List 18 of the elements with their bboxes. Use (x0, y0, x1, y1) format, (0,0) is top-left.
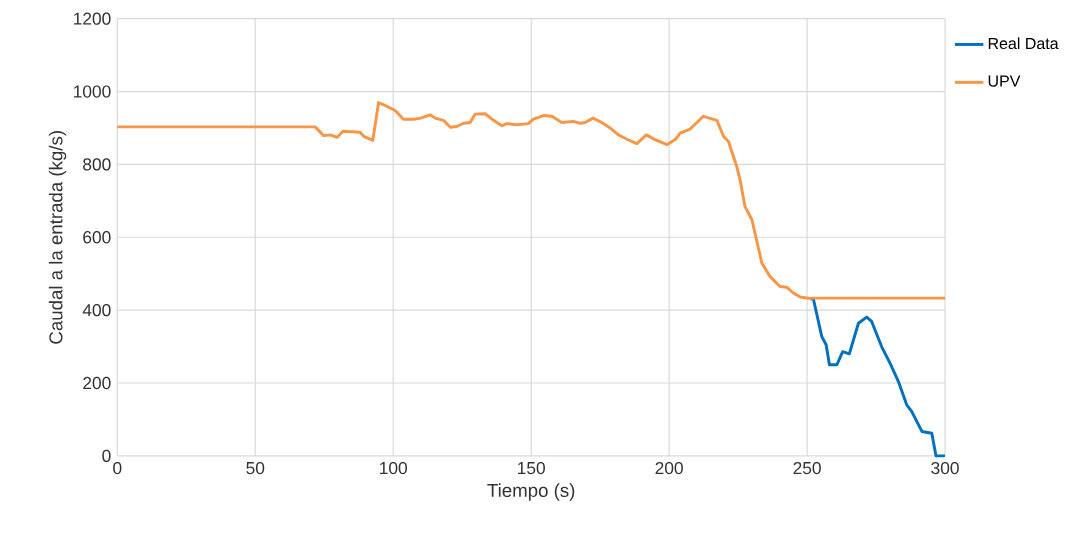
x-tick-label: 150 (518, 461, 545, 474)
legend-label: UPV (988, 75, 1021, 87)
x-tick-label: 50 (246, 461, 265, 474)
y-tick-label: 200 (83, 376, 111, 389)
y-tick-label: 400 (82, 303, 111, 317)
x-tick-label: 0 (113, 461, 122, 474)
x-tick-label: 200 (655, 461, 683, 474)
y-axis-title: Caudal a la entrada (kg/s) (48, 130, 67, 344)
y-tick-label: 600 (83, 230, 111, 244)
x-tick-label: 300 (931, 461, 959, 474)
y-tick-label: 800 (83, 158, 111, 171)
y-tick-label: 1000 (74, 85, 111, 98)
x-axis-title: Tiempo (s) (487, 483, 575, 501)
x-tick-label: 250 (793, 461, 821, 474)
legend-label: Real Data (988, 37, 1059, 49)
x-tick-label: 100 (380, 461, 407, 474)
y-tick-label: 0 (102, 449, 111, 462)
y-tick-label: 1200 (74, 12, 111, 25)
